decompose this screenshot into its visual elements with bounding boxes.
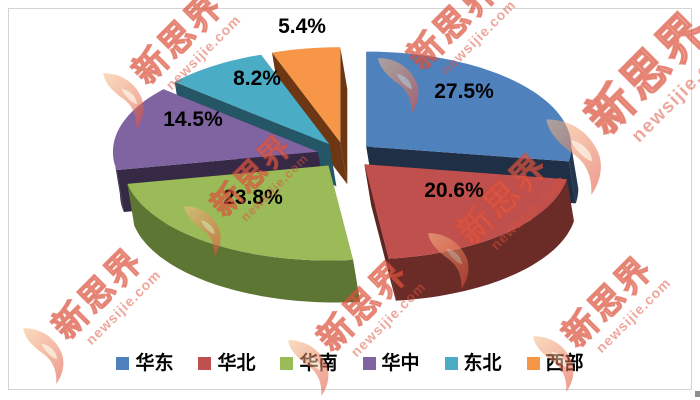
legend-swatch <box>198 356 212 370</box>
pie-slice-华南-side <box>127 183 361 303</box>
legend-label: 华中 <box>381 352 420 374</box>
legend-item-西部[interactable]: 西部 <box>526 352 584 374</box>
legend-swatch <box>444 356 458 370</box>
pie-slice-华中-side <box>112 151 124 212</box>
legend-swatch <box>526 356 540 370</box>
data-label: 23.8% <box>223 186 283 209</box>
pie-slice-华中[interactable] <box>113 89 318 170</box>
legend-swatch <box>280 356 294 370</box>
legend-label: 华东 <box>135 352 174 374</box>
pie-slice-华东[interactable] <box>366 51 572 162</box>
legend-label: 华北 <box>217 352 256 374</box>
legend-label: 华南 <box>299 352 338 374</box>
data-label: 8.2% <box>233 67 281 90</box>
legend-item-东北[interactable]: 东北 <box>444 352 502 374</box>
data-label: 14.5% <box>163 108 223 131</box>
legend-label: 东北 <box>463 352 502 374</box>
legend-item-华南[interactable]: 华南 <box>280 352 338 374</box>
pie-slice-华北-cut-face <box>364 164 396 301</box>
legend-item-华北[interactable]: 华北 <box>198 354 255 373</box>
legend: 华东 华北 华南 华中 东北 西部 <box>10 350 690 376</box>
data-label: 20.6% <box>424 179 484 202</box>
legend-item-华中[interactable]: 华中 <box>362 352 420 374</box>
legend-item-华东[interactable]: 华东 <box>116 354 173 373</box>
legend-swatch <box>116 356 130 370</box>
data-label: 5.4% <box>278 15 326 38</box>
pie-slice-华北[interactable] <box>364 164 567 259</box>
pie-slice-华南[interactable] <box>127 165 354 261</box>
legend-label: 西部 <box>545 352 584 374</box>
data-label: 27.5% <box>434 80 494 103</box>
pie-slice-西部[interactable] <box>272 47 341 143</box>
pie-slice-东北[interactable] <box>174 54 330 145</box>
resize-handle[interactable] <box>695 391 700 397</box>
legend-swatch <box>362 356 376 370</box>
pie-slice-西部-cut-face <box>340 47 348 185</box>
